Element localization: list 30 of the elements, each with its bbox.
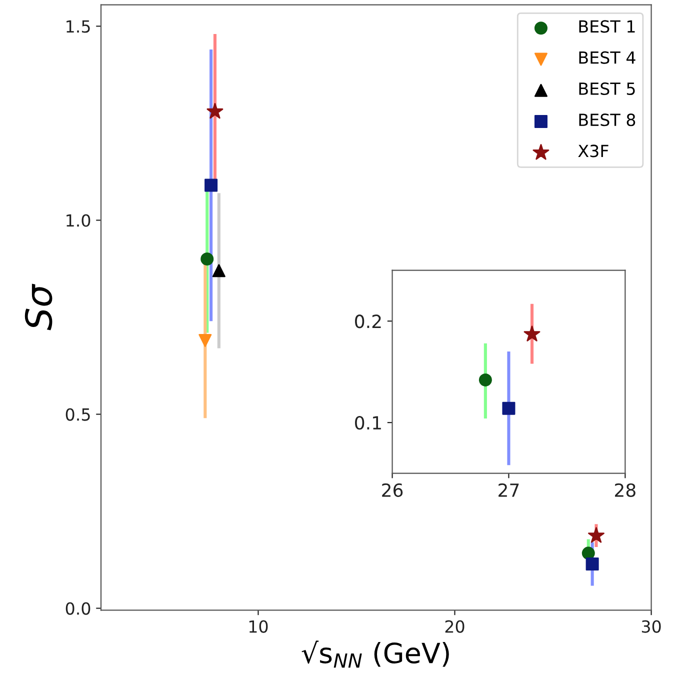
legend-label: BEST 8	[579, 114, 636, 126]
point	[524, 326, 540, 342]
point	[582, 546, 595, 560]
x-axis-title: √s$_{NN}$ (GeV)	[302, 640, 449, 668]
legend-label: X3F	[578, 144, 608, 158]
point	[204, 178, 218, 192]
legend-label: BEST 4	[579, 51, 636, 64]
x-tick-label: 20	[445, 620, 464, 633]
y-tick-label: 0.0	[66, 602, 90, 615]
legend-label: BEST 5	[579, 82, 635, 96]
point	[212, 264, 226, 278]
point	[502, 402, 516, 415]
y-axis-title: Sσ	[24, 284, 52, 330]
y-tick-label: 0.1	[355, 416, 381, 430]
point	[198, 334, 212, 348]
y-tick-label: 1.0	[66, 214, 90, 227]
y-tick-label: 1.5	[66, 20, 90, 33]
x-tick-label: 30	[642, 620, 661, 633]
y-tick-label: 0.5	[66, 408, 90, 421]
point	[478, 373, 492, 386]
x-tick-label: 28	[615, 483, 636, 497]
point	[586, 558, 599, 571]
point	[200, 252, 214, 266]
x-tick-label: 26	[382, 483, 403, 497]
y-tick-label: 0.2	[355, 314, 381, 328]
x-tick-label: 10	[249, 620, 268, 633]
x-tick-label: 27	[498, 483, 519, 497]
legend-label: BEST 1	[579, 20, 635, 33]
point	[206, 102, 224, 119]
point	[588, 527, 604, 543]
